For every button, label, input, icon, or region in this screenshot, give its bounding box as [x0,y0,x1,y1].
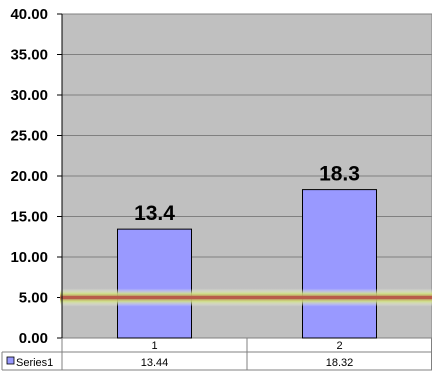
y-tick-label: 20.00 [10,168,48,185]
x-tick-label: 2 [336,340,342,352]
x-tick-label: 1 [151,340,157,352]
y-tick-label: 5.00 [19,290,48,307]
y-tick-label: 30.00 [10,87,48,104]
table-value: 13.44 [141,357,169,369]
y-tick-label: 15.00 [10,209,48,226]
table-value: 18.32 [326,357,354,369]
y-tick-label: 10.00 [10,249,48,266]
data-label: 18.3 [319,163,360,186]
bar [117,228,192,339]
bar [302,189,377,339]
legend-label: Series1 [16,357,53,369]
legend-swatch [6,356,15,365]
y-tick-label: 35.00 [10,47,48,64]
data-label: 13.4 [134,202,175,225]
y-tick-label: 40.00 [10,6,48,23]
y-tick-label: 0.00 [19,330,48,347]
y-tick-label: 25.00 [10,128,48,145]
